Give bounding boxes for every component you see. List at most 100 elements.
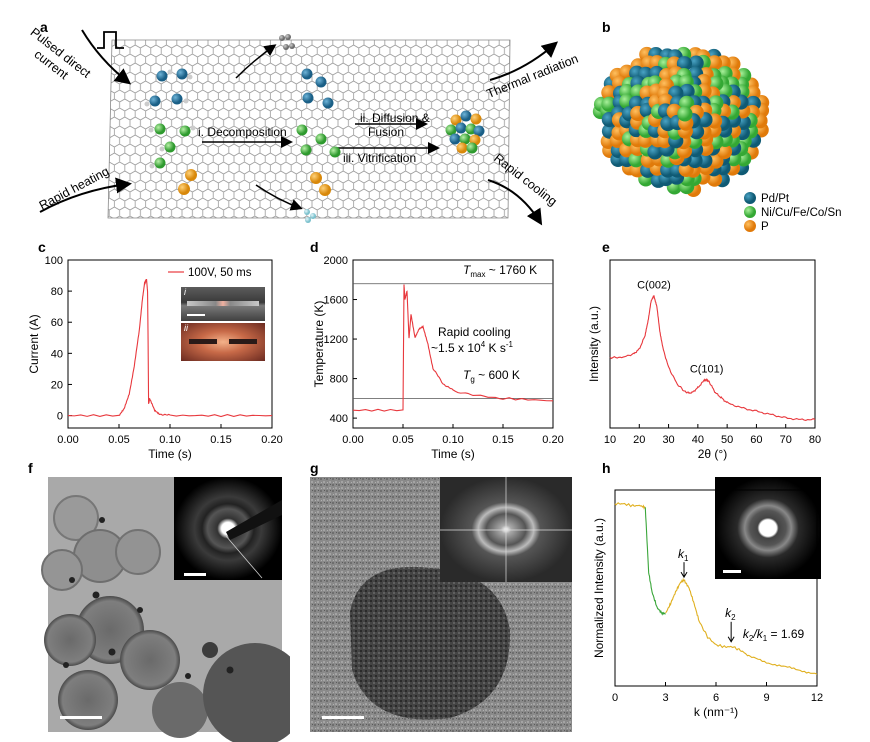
arrow-gas-up <box>235 44 277 79</box>
diffraction-inset-f <box>174 477 282 580</box>
hrtem-particle <box>350 566 511 720</box>
x-tick-label: 0.00 <box>57 434 78 446</box>
y-tick-label: 100 <box>45 255 63 267</box>
gas-molecules <box>279 34 316 223</box>
x-tick-label: 0.15 <box>492 434 513 446</box>
chart-c-current: c 0.00 0.05 0.10 0.15 0.20 0 20 40 60 80 100 Time (… <box>27 239 283 461</box>
atom <box>688 55 704 71</box>
panel-b-nanoparticle: b Pd/Pt Ni/Cu/Fe/Co/Sn P <box>592 19 842 233</box>
cooling-label: Rapid cooling <box>438 325 511 339</box>
x-tick-label: 0.10 <box>442 434 463 446</box>
x-tick-label: 9 <box>763 692 769 704</box>
peak-label: C(101) <box>690 364 724 376</box>
decomposed-atoms <box>296 68 341 196</box>
x-tick-label: 0.20 <box>542 434 563 446</box>
x-axis-label: Time (s) <box>148 447 192 461</box>
series-line <box>665 577 818 675</box>
legend-label: 100V, 50 ms <box>188 267 252 279</box>
k1-label: k1 <box>678 547 689 563</box>
panel-label-h: h <box>602 460 611 476</box>
panel-label-b: b <box>602 19 611 35</box>
panel-f-tem: f <box>28 460 290 742</box>
cooling-rate-label: ~1.5 x 104 K s-1 <box>431 340 514 355</box>
scale-bar-f <box>60 716 102 719</box>
arrow-rapid-cooling <box>487 179 543 226</box>
chart-d-temperature: d 0.00 0.05 0.10 0.15 0.20 400 800 1200 1600 2000… <box>310 239 564 461</box>
scale-bar-inset-f <box>184 573 206 576</box>
legend-label-ni: Ni/Cu/Fe/Co/Sn <box>761 207 842 219</box>
arrow-rapid-heating <box>39 177 132 213</box>
y-tick-label: 400 <box>330 413 348 425</box>
x-tick-label: 40 <box>692 434 704 446</box>
panel-label-f: f <box>28 460 33 476</box>
tmax-label: Tmax ~ 1760 K <box>463 263 537 279</box>
y-tick-label: 40 <box>51 348 63 360</box>
series-line <box>67 278 273 418</box>
panel-g-hrtem: g <box>310 460 572 732</box>
x-tick-label: 0 <box>612 692 618 704</box>
panel-label-g: g <box>310 460 319 476</box>
inset-label-ii: ii <box>184 323 188 333</box>
x-tick-label: 0.10 <box>159 434 180 446</box>
legend-swatch-pdpt <box>744 192 756 204</box>
x-tick-label: 70 <box>780 434 792 446</box>
y-axis-label: Normalized Intensity (a.u.) <box>592 518 606 658</box>
ratio-label: k2/k1 = 1.69 <box>743 627 805 643</box>
atom <box>676 56 693 72</box>
pulse-icon <box>97 31 124 49</box>
pulsed-current-label: Pulsed directcurrent <box>18 25 93 93</box>
vitrification-label: iii. Vitrification <box>343 151 416 165</box>
arrow-gas-down <box>255 184 303 211</box>
x-tick-label: 30 <box>662 434 674 446</box>
x-tick-label: 6 <box>713 692 719 704</box>
legend-swatch-ni <box>744 206 756 218</box>
series-line <box>644 507 666 616</box>
atom <box>679 83 695 100</box>
x-tick-label: 0.05 <box>108 434 129 446</box>
beam-stop <box>226 500 282 540</box>
atom <box>716 143 733 160</box>
y-tick-label: 20 <box>51 379 63 391</box>
legend-b: Pd/Pt Ni/Cu/Fe/Co/Sn P <box>744 192 842 233</box>
x-tick-label: 80 <box>809 434 821 446</box>
scale-bar-g <box>322 716 364 719</box>
series-line <box>614 502 646 510</box>
x-tick-label: 0.15 <box>210 434 231 446</box>
x-tick-label: 3 <box>662 692 668 704</box>
y-tick-label: 0 <box>57 411 63 423</box>
y-tick-label: 80 <box>51 286 63 298</box>
panel-label-a: a <box>40 19 48 35</box>
inset-photo-i: i <box>181 287 265 321</box>
plot-frame <box>609 259 816 429</box>
y-axis-label: Temperature (K) <box>312 301 326 388</box>
arrow-pulsed-current <box>81 29 132 85</box>
arrow-thermal-radiation <box>489 41 559 81</box>
diffusion-label: ii. Diffusion & Fusion <box>360 111 430 139</box>
y-axis-label: Current (A) <box>27 314 41 373</box>
y-tick-label: 2000 <box>324 255 348 267</box>
legend-swatch-p <box>744 220 756 232</box>
scale-bar-inset-h <box>723 570 741 573</box>
panel-label-d: d <box>310 239 319 255</box>
x-tick-label: 10 <box>604 434 616 446</box>
inset-label-i: i <box>184 287 186 297</box>
k1-arrowhead <box>680 571 688 579</box>
y-tick-label: 1200 <box>324 334 348 346</box>
y-tick-label: 800 <box>330 374 348 386</box>
y-axis-label: Intensity (a.u.) <box>587 306 601 382</box>
peak-label: C(002) <box>637 280 671 292</box>
y-tick-label: 60 <box>51 317 63 329</box>
graphene-sheet <box>107 39 511 219</box>
x-tick-label: 0.20 <box>261 434 282 446</box>
panel-label-c: c <box>38 239 46 255</box>
x-axis-label: 2θ (°) <box>698 447 727 461</box>
tg-label: Tg ~ 600 K <box>463 368 520 384</box>
x-tick-label: 50 <box>721 434 733 446</box>
atom <box>601 85 617 101</box>
x-tick-label: 0.00 <box>342 434 363 446</box>
panel-label-e: e <box>602 239 610 255</box>
inset-photo-ii: ii <box>181 323 265 361</box>
x-tick-label: 0.05 <box>392 434 413 446</box>
x-tick-label: 60 <box>750 434 762 446</box>
legend-label-pdpt: Pd/Pt <box>761 193 790 205</box>
